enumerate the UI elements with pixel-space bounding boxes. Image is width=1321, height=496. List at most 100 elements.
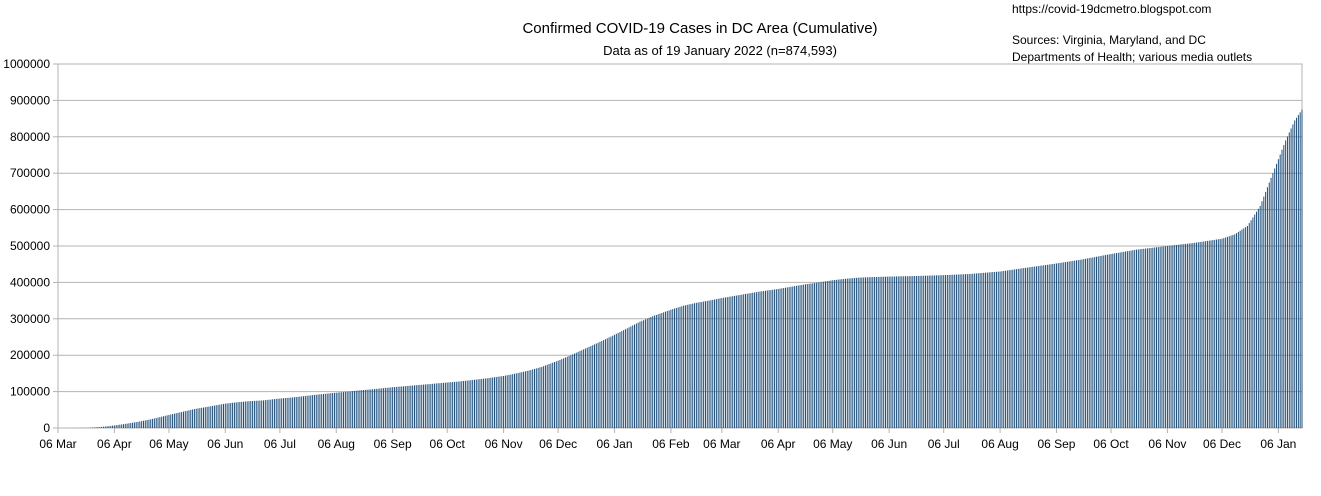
bar xyxy=(206,406,208,428)
bar xyxy=(495,376,497,428)
bar xyxy=(974,273,976,428)
bar xyxy=(352,391,354,428)
bar xyxy=(1226,236,1228,428)
bar xyxy=(1134,249,1136,428)
bar xyxy=(201,407,203,428)
bar xyxy=(561,359,563,428)
bar xyxy=(346,391,348,428)
bar xyxy=(199,408,201,428)
bar xyxy=(957,274,959,428)
bar xyxy=(237,402,239,428)
x-tick-label: 06 Oct xyxy=(1093,437,1129,451)
bar xyxy=(113,425,115,428)
bar xyxy=(246,401,248,428)
bar xyxy=(568,355,570,428)
bar xyxy=(1186,243,1188,428)
bar xyxy=(350,391,352,428)
x-tick-label: 06 Apr xyxy=(97,437,132,451)
bar xyxy=(1121,252,1123,428)
bar xyxy=(1095,256,1097,428)
bar xyxy=(168,414,170,428)
bar xyxy=(830,280,832,428)
bar xyxy=(313,394,315,428)
bar xyxy=(868,277,870,428)
bar xyxy=(1157,247,1159,428)
bar xyxy=(541,366,543,428)
bar xyxy=(770,289,772,428)
bar xyxy=(446,382,448,428)
bar xyxy=(193,409,195,428)
bar xyxy=(1143,248,1145,428)
bar xyxy=(357,390,359,428)
bar xyxy=(317,394,319,428)
bar xyxy=(439,383,441,428)
bar xyxy=(879,276,881,428)
bar xyxy=(519,372,521,428)
bar xyxy=(721,298,723,428)
y-tick-label: 0 xyxy=(43,421,50,435)
bar xyxy=(399,386,401,428)
bar xyxy=(821,281,823,428)
bar xyxy=(674,308,676,428)
bar xyxy=(997,271,999,428)
bar xyxy=(615,333,617,428)
bar xyxy=(734,295,736,428)
bar xyxy=(995,271,997,428)
bar xyxy=(363,389,365,428)
bar xyxy=(1112,253,1114,428)
bar xyxy=(663,312,665,428)
bar xyxy=(1290,128,1292,428)
bar xyxy=(548,364,550,428)
bar xyxy=(1206,240,1208,428)
bar xyxy=(1203,241,1205,428)
bar xyxy=(795,285,797,428)
x-tick-label: 06 Apr xyxy=(761,437,796,451)
bar xyxy=(885,276,887,428)
bar xyxy=(708,300,710,428)
bar xyxy=(521,372,523,428)
bar xyxy=(386,387,388,428)
bar xyxy=(303,396,305,428)
bar xyxy=(235,402,237,428)
bar xyxy=(321,394,323,428)
bar xyxy=(794,286,796,428)
bar xyxy=(337,392,339,428)
bar xyxy=(826,281,828,428)
bar xyxy=(432,383,434,428)
bar xyxy=(153,418,155,428)
bar xyxy=(741,294,743,428)
bar xyxy=(988,272,990,428)
bar xyxy=(946,274,948,428)
bar xyxy=(992,272,994,428)
bar xyxy=(855,277,857,428)
bar xyxy=(959,274,961,428)
bar xyxy=(148,419,150,428)
bar xyxy=(304,395,306,428)
bar xyxy=(906,276,908,428)
bar xyxy=(348,391,350,428)
bar xyxy=(903,276,905,428)
bar xyxy=(257,400,259,428)
bar xyxy=(683,305,685,428)
bar xyxy=(692,303,694,428)
bar xyxy=(859,277,861,428)
bar xyxy=(632,325,634,428)
bar xyxy=(1152,247,1154,428)
x-tick-label: 06 Nov xyxy=(485,437,523,451)
bar xyxy=(810,283,812,428)
bar xyxy=(866,277,868,428)
bar xyxy=(779,288,781,428)
bar xyxy=(126,423,128,428)
bar xyxy=(1132,250,1134,428)
bar xyxy=(146,419,148,428)
bar xyxy=(644,319,646,428)
bar xyxy=(704,301,706,428)
bar xyxy=(492,377,494,428)
bar xyxy=(977,273,979,428)
bar xyxy=(1245,227,1247,428)
bar xyxy=(604,339,606,428)
bar xyxy=(784,287,786,428)
bar xyxy=(905,276,907,428)
bar xyxy=(761,291,763,428)
bar xyxy=(806,284,808,428)
